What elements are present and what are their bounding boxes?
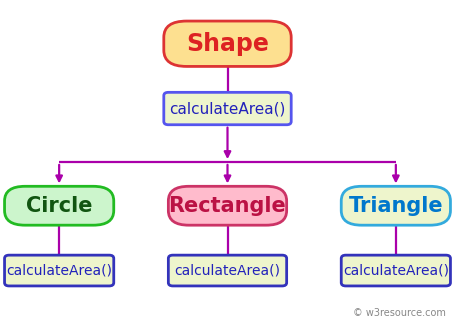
- FancyBboxPatch shape: [5, 186, 114, 225]
- FancyBboxPatch shape: [164, 21, 291, 66]
- Text: calculateArea(): calculateArea(): [6, 263, 112, 278]
- FancyBboxPatch shape: [341, 186, 450, 225]
- FancyBboxPatch shape: [168, 255, 287, 286]
- Text: calculateArea(): calculateArea(): [343, 263, 449, 278]
- Text: © w3resource.com: © w3resource.com: [353, 307, 446, 318]
- FancyBboxPatch shape: [164, 92, 291, 125]
- Text: calculateArea(): calculateArea(): [169, 101, 286, 116]
- FancyBboxPatch shape: [5, 255, 114, 286]
- Text: calculateArea(): calculateArea(): [175, 263, 280, 278]
- Text: Shape: Shape: [186, 32, 269, 56]
- Text: Circle: Circle: [26, 196, 92, 216]
- FancyBboxPatch shape: [341, 255, 450, 286]
- Text: Rectangle: Rectangle: [169, 196, 286, 216]
- FancyBboxPatch shape: [168, 186, 287, 225]
- Text: Triangle: Triangle: [349, 196, 443, 216]
